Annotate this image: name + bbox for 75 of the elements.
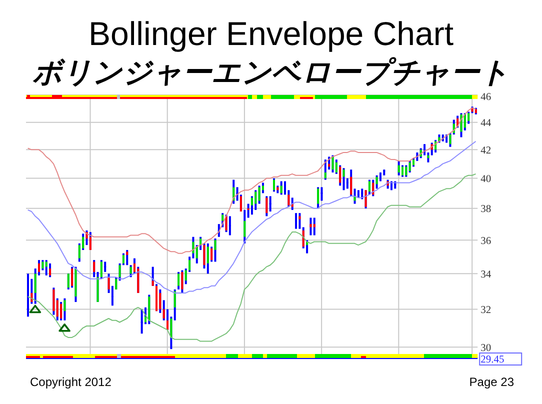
y-tick-label: 42	[480, 145, 492, 156]
candlestick	[361, 188, 364, 200]
candlestick	[49, 262, 52, 278]
candlestick	[156, 283, 158, 312]
candlestick	[272, 177, 275, 193]
candlestick	[376, 174, 378, 190]
candlestick	[394, 180, 396, 190]
candlestick	[372, 178, 374, 198]
candlestick	[152, 266, 154, 287]
text: Page 23	[469, 375, 514, 390]
candlestick	[254, 189, 257, 211]
candlestick	[342, 167, 345, 192]
y-tick-label: 30	[480, 342, 492, 354]
candlestick	[140, 308, 143, 335]
candlestick	[446, 133, 448, 144]
candlestick	[174, 288, 176, 322]
candlestick	[302, 226, 304, 250]
candlestick	[258, 184, 260, 205]
candlestick	[449, 132, 452, 148]
candlestick	[225, 214, 228, 234]
candlestick	[280, 180, 282, 196]
candlestick	[162, 299, 165, 322]
y-tick-label: 40	[480, 174, 492, 185]
candlestick	[266, 195, 268, 218]
candlestick	[244, 208, 246, 244]
candlestick	[159, 288, 162, 314]
candlestick	[181, 269, 184, 294]
candlestick	[64, 297, 66, 322]
y-tick-label: 44	[480, 118, 492, 130]
candlestick	[42, 259, 44, 272]
candlestick	[56, 297, 58, 322]
y-tick-label: 46	[480, 92, 492, 103]
candlestick	[148, 294, 150, 326]
candlestick	[310, 216, 312, 236]
candlestick	[93, 259, 96, 278]
candlestick	[228, 215, 231, 236]
candlestick	[45, 259, 48, 276]
candlestick	[52, 286, 55, 316]
candlestick	[178, 270, 180, 290]
y-tick-label: 32	[480, 304, 492, 316]
y-tick-label: 36	[480, 236, 492, 247]
candlestick	[398, 160, 400, 176]
text: Copyright 2012	[30, 375, 112, 390]
candlestick	[313, 216, 316, 236]
candlestick	[295, 212, 298, 230]
y-tick-label: 34	[480, 269, 492, 280]
candlestick	[402, 164, 404, 178]
candlestick	[89, 231, 92, 251]
candlestick	[206, 242, 209, 275]
chart-title: Bollinger Envelope Chart	[87, 14, 455, 54]
candlestick	[298, 212, 301, 230]
chart-subtitle: ボリンジャーエンベロープチャート	[32, 56, 510, 91]
candlestick	[464, 112, 466, 132]
candlestick	[474, 106, 477, 116]
candlestick	[408, 160, 411, 174]
y-tick-label: 29.45	[480, 354, 504, 366]
candlestick	[460, 112, 462, 138]
candlestick	[104, 260, 106, 273]
candlestick	[317, 186, 320, 210]
candlestick	[332, 154, 334, 174]
candlestick	[126, 249, 128, 266]
candlestick	[60, 300, 62, 322]
y-tick-label: 38	[480, 204, 492, 216]
candlestick	[71, 266, 74, 289]
candlestick	[74, 266, 77, 303]
candlestick	[269, 195, 272, 212]
candlestick	[390, 180, 392, 192]
candlestick	[324, 158, 326, 181]
candlestick	[27, 272, 29, 318]
line-series	[27, 173, 476, 342]
candlestick	[368, 178, 370, 196]
candlestick	[350, 168, 352, 198]
candlestick	[137, 266, 140, 294]
candlestick	[405, 164, 408, 178]
candlestick	[214, 238, 216, 263]
